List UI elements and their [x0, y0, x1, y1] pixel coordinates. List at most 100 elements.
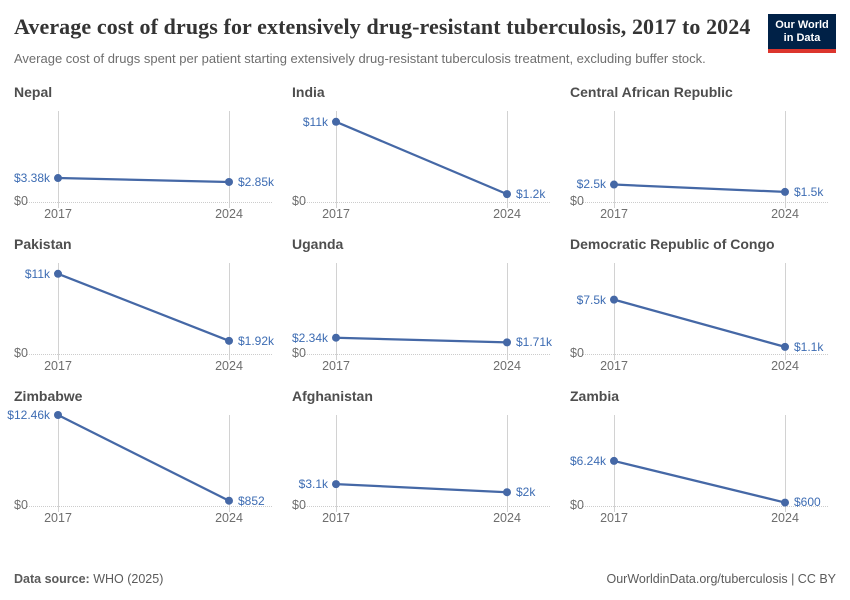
- facet-chart: Zambia $6.24k $600 $0 2017 2024: [570, 387, 836, 526]
- facet-title: India: [292, 83, 325, 100]
- facet-chart: Uganda $2.34k $1.71k $0 2017 2024: [292, 235, 558, 374]
- zero-baseline: [26, 353, 272, 355]
- trend-line: [610, 456, 789, 507]
- facet-chart: Zimbabwe $12.46k $852 $0 2017 2024: [7, 387, 280, 526]
- x-tick-start: 2017: [322, 510, 350, 525]
- end-value-label: $2.85k: [238, 174, 275, 189]
- x-tick-end: 2024: [771, 206, 799, 221]
- x-tick-start: 2017: [322, 358, 350, 373]
- start-value-label: $3.1k: [298, 477, 328, 492]
- owid-logo-line1: Our World: [775, 19, 829, 31]
- zero-label: $0: [14, 498, 28, 513]
- x-axis: 2017 2024: [14, 207, 280, 223]
- x-axis: 2017 2024: [292, 207, 558, 223]
- trend-line: [610, 180, 789, 196]
- start-value-label: $12.46k: [7, 407, 50, 422]
- end-value-label: $852: [238, 493, 265, 508]
- facet-chart: India $11k $1.2k $0 2017 2024: [292, 83, 558, 222]
- year-gridline-2017: [58, 262, 59, 360]
- end-value-label: $1.5k: [794, 184, 824, 199]
- data-source-label: Data source:: [14, 572, 90, 586]
- x-tick-start: 2017: [600, 358, 628, 373]
- year-gridline-2024: [785, 262, 786, 360]
- zero-label: $0: [570, 346, 584, 361]
- year-gridline-2024: [507, 414, 508, 512]
- zero-baseline: [582, 201, 828, 203]
- x-tick-start: 2017: [44, 358, 72, 373]
- facet-plot-area: $11k $1.2k $0: [292, 110, 558, 208]
- facet-plot-area: $2.5k $1.5k $0: [570, 110, 836, 208]
- x-axis: 2017 2024: [292, 511, 558, 527]
- x-tick-start: 2017: [44, 510, 72, 525]
- owid-logo: Our World in Data: [768, 14, 836, 54]
- facet-plot-area: $3.1k $2k $0: [292, 414, 558, 512]
- year-gridline-2024: [229, 414, 230, 512]
- year-gridline-2017: [58, 414, 59, 512]
- start-value-label: $6.24k: [569, 453, 606, 468]
- charts-grid: Nepal $3.38k $2.85k $0 2017 2024 India $…: [7, 83, 836, 526]
- facet-chart: Afghanistan $3.1k $2k $0 2017 2024: [292, 387, 558, 526]
- end-value-label: $1.1k: [794, 339, 824, 354]
- zero-label: $0: [292, 498, 306, 513]
- trend-line: [610, 295, 789, 351]
- facet-chart: Nepal $3.38k $2.85k $0 2017 2024: [14, 83, 280, 222]
- end-value-label: $1.71k: [516, 335, 553, 350]
- facet-plot-area: $12.46k $852 $0: [7, 409, 280, 512]
- start-value-label: $11k: [302, 114, 328, 129]
- zero-baseline: [582, 353, 828, 355]
- x-tick-end: 2024: [493, 510, 521, 525]
- start-value-label: $7.5k: [576, 292, 606, 307]
- year-gridline-2024: [785, 414, 786, 512]
- zero-baseline: [582, 505, 828, 507]
- x-axis: 2017 2024: [570, 359, 836, 375]
- x-axis: 2017 2024: [570, 207, 836, 223]
- zero-baseline: [26, 505, 272, 507]
- year-gridline-2017: [614, 262, 615, 360]
- chart-header: Average cost of drugs for extensively dr…: [14, 12, 836, 68]
- x-tick-start: 2017: [600, 510, 628, 525]
- facet-chart: Democratic Republic of Congo $7.5k $1.1k…: [570, 235, 836, 374]
- year-gridline-2017: [336, 262, 337, 360]
- trend-line: [54, 410, 233, 505]
- data-source: Data source: WHO (2025): [14, 572, 163, 586]
- start-value-label: $3.38k: [13, 170, 50, 185]
- trend-line: [54, 173, 233, 186]
- facet-title: Democratic Republic of Congo: [570, 235, 775, 252]
- facet-chart: Central African Republic $2.5k $1.5k $0 …: [570, 83, 836, 222]
- facet-title: Zambia: [570, 387, 620, 404]
- facet-title: Nepal: [14, 83, 53, 100]
- x-tick-end: 2024: [771, 358, 799, 373]
- year-gridline-2024: [507, 262, 508, 360]
- facet-title: Central African Republic: [570, 83, 733, 100]
- start-value-label: $11k: [24, 266, 50, 281]
- owid-logo-line2: in Data: [783, 32, 821, 45]
- end-value-label: $1.2k: [516, 187, 546, 202]
- year-gridline-2024: [229, 110, 230, 208]
- facet-title: Uganda: [292, 235, 344, 252]
- trend-line: [54, 269, 233, 345]
- page-title: Average cost of drugs for extensively dr…: [14, 14, 751, 39]
- end-value-label: $2k: [516, 485, 536, 500]
- facet-plot-area: $6.24k $600 $0: [569, 414, 836, 512]
- x-tick-start: 2017: [600, 206, 628, 221]
- zero-label: $0: [570, 498, 584, 513]
- trend-line: [332, 117, 511, 199]
- zero-baseline: [304, 353, 550, 355]
- facet-chart: Pakistan $11k $1.92k $0 2017 2024: [14, 235, 280, 374]
- year-gridline-2024: [785, 110, 786, 208]
- trend-line: [332, 333, 511, 347]
- x-tick-start: 2017: [44, 206, 72, 221]
- x-tick-end: 2024: [215, 206, 243, 221]
- zero-label: $0: [292, 194, 306, 209]
- data-source-value: WHO (2025): [89, 572, 164, 586]
- end-value-label: $1.92k: [238, 333, 275, 348]
- x-axis: 2017 2024: [14, 359, 280, 375]
- x-tick-start: 2017: [322, 206, 350, 221]
- year-gridline-2024: [229, 262, 230, 360]
- trend-line: [332, 480, 511, 497]
- zero-baseline: [26, 201, 272, 203]
- x-axis: 2017 2024: [570, 511, 836, 527]
- facet-plot-area: $2.34k $1.71k $0: [292, 262, 558, 360]
- year-gridline-2017: [58, 110, 59, 208]
- x-tick-end: 2024: [493, 206, 521, 221]
